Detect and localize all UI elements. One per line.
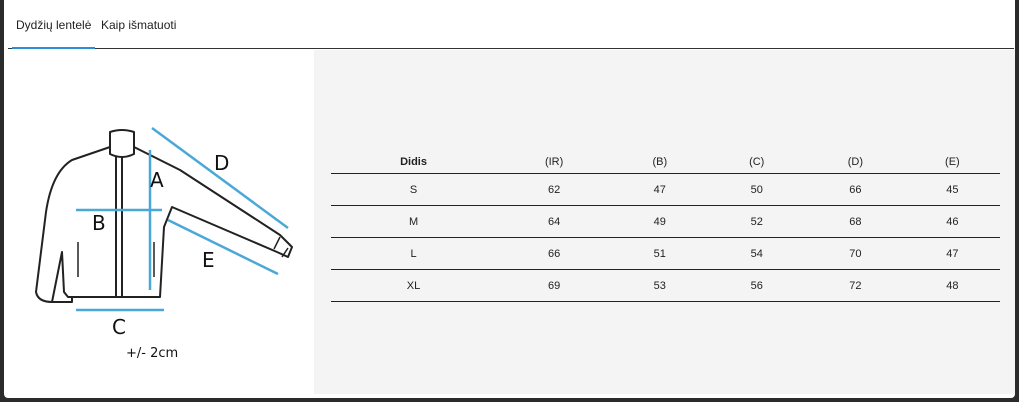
table-cell: 49 — [612, 205, 708, 238]
label-b: B — [92, 211, 106, 235]
table-cell: L — [331, 237, 497, 270]
table-cell: XL — [331, 269, 497, 302]
table-cell: S — [331, 173, 497, 206]
size-chart-modal: Dydžių lentelė Kaip išmatuoti A — [4, 0, 1015, 398]
table-cell: 72 — [806, 269, 905, 302]
header-e: (E) — [904, 150, 1000, 174]
table-cell: 47 — [904, 237, 1000, 270]
table-cell: 46 — [904, 205, 1000, 238]
table-cell: 48 — [904, 269, 1000, 302]
size-table: Didis (IR) (B) (C) (D) (E) S 62 47 50 66 45 M 6… — [331, 150, 1000, 302]
table-cell: 56 — [707, 269, 807, 302]
label-a: A — [150, 168, 164, 192]
table-cell: 70 — [806, 237, 905, 270]
header-size: Didis — [331, 150, 497, 174]
header-d: (D) — [806, 150, 905, 174]
table-row: S 62 47 50 66 45 — [331, 173, 1000, 206]
label-d: D — [214, 151, 229, 175]
tab-size-chart[interactable]: Dydžių lentelė — [11, 18, 96, 49]
table-cell: 52 — [707, 205, 807, 238]
table-cell: 54 — [707, 237, 807, 270]
tab-how-to-measure[interactable]: Kaip išmatuoti — [101, 18, 177, 32]
table-row: XL 69 53 56 72 48 — [331, 269, 1000, 302]
jacket-measurement-diagram: A B C D E +/- 2cm — [12, 52, 312, 392]
table-row: M 64 49 52 68 46 — [331, 205, 1000, 238]
header-c: (C) — [707, 150, 807, 174]
header-b: (B) — [612, 150, 708, 174]
table-cell: M — [331, 205, 497, 238]
table-cell: 64 — [496, 205, 613, 238]
tolerance-note: +/- 2cm — [126, 346, 178, 361]
table-cell: 66 — [496, 237, 613, 270]
label-e: E — [202, 248, 215, 272]
table-cell: 50 — [707, 173, 807, 206]
size-table-panel: Didis (IR) (B) (C) (D) (E) S 62 47 50 66 45 M 6… — [314, 50, 1015, 394]
label-c: C — [112, 315, 126, 339]
table-cell: 47 — [612, 173, 708, 206]
table-cell: 66 — [806, 173, 905, 206]
table-header-row: Didis (IR) (B) (C) (D) (E) — [331, 150, 1000, 174]
table-cell: 53 — [612, 269, 708, 302]
table-row: L 66 51 54 70 47 — [331, 237, 1000, 270]
table-cell: 45 — [904, 173, 1000, 206]
table-cell: 68 — [806, 205, 905, 238]
table-cell: 62 — [496, 173, 613, 206]
table-cell: 69 — [496, 269, 613, 302]
tab-bar: Dydžių lentelė Kaip išmatuoti — [8, 0, 1014, 49]
table-cell: 51 — [612, 237, 708, 270]
header-ir: (IR) — [496, 150, 613, 174]
